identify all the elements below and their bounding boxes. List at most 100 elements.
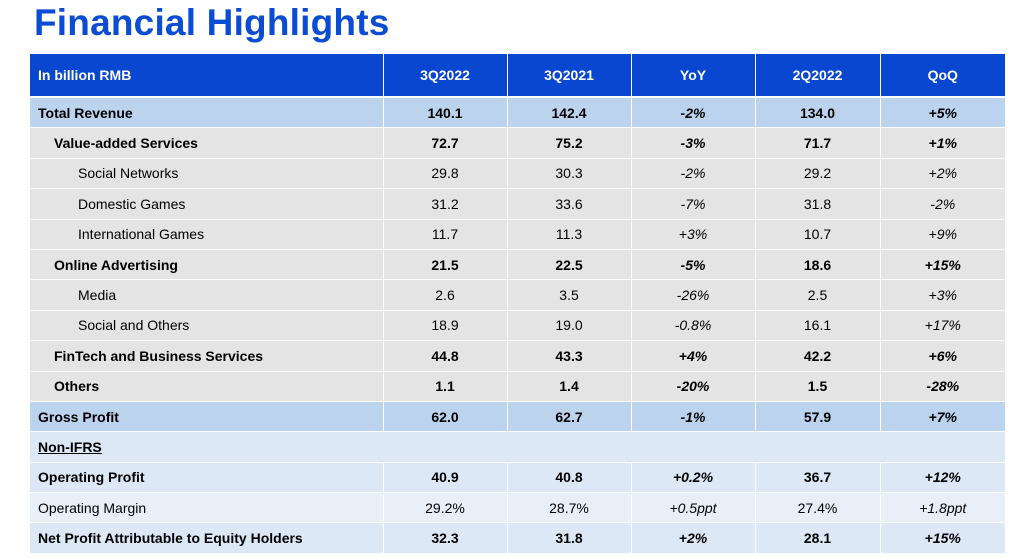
cell-qoq: -28%: [879, 371, 1005, 402]
row-international-games: International Games 11.7 11.3 +3% 10.7 +…: [30, 219, 1005, 250]
cell-2q2022: 36.7: [754, 462, 880, 494]
cell-3q2022: 21.5: [382, 249, 507, 281]
row-media: Media 2.6 3.5 -26% 2.5 +3%: [30, 279, 1005, 311]
cell-2q2022: 10.7: [754, 219, 880, 250]
cell-3q2021: 3.5: [506, 279, 631, 311]
row-domestic-games: Domestic Games 31.2 33.6 -7% 31.8 -2%: [30, 188, 1005, 220]
cell-3q2022: 11.7: [382, 219, 507, 250]
cell-2q2022: 27.4%: [754, 492, 880, 524]
cell-yoy: +3%: [630, 219, 755, 250]
cell-3q2021: 1.4: [506, 371, 631, 402]
section-heading-label: Non-IFRS: [38, 438, 102, 455]
row-social-networks: Social Networks 29.8 30.3 -2% 29.2 +2%: [30, 158, 1005, 190]
cell-2q2022: 2.5: [754, 279, 880, 311]
cell-qoq: +9%: [879, 219, 1005, 250]
row-online-advertising: Online Advertising 21.5 22.5 -5% 18.6 +1…: [30, 249, 1005, 281]
header-unit-label: In billion RMB: [30, 54, 383, 98]
cell-qoq: +1%: [879, 127, 1005, 159]
cell-3q2021: 40.8: [506, 462, 631, 494]
cell-yoy: -3%: [630, 127, 755, 159]
cell-2q2022: 57.9: [754, 401, 880, 433]
cell-2q2022: 29.2: [754, 158, 880, 190]
page-title: Financial Highlights: [34, 2, 390, 43]
cell-2q2022: 1.5: [754, 371, 880, 402]
cell-yoy: +0.2%: [630, 462, 755, 494]
cell-2q2022: 28.1: [754, 522, 880, 554]
row-label: Online Advertising: [30, 249, 383, 281]
row-label: Social and Others: [30, 310, 383, 342]
cell-3q2021: 11.3: [506, 219, 631, 250]
cell-yoy: -26%: [630, 279, 755, 311]
cell-3q2022: 32.3: [382, 522, 507, 554]
cell-qoq: +17%: [879, 310, 1005, 342]
cell-qoq: +6%: [879, 340, 1005, 372]
cell-qoq: +2%: [879, 158, 1005, 190]
cell-yoy: +0.5ppt: [630, 492, 755, 524]
cell-3q2022: 29.8: [382, 158, 507, 190]
row-gross-profit: Gross Profit 62.0 62.7 -1% 57.9 +7%: [30, 401, 1005, 433]
cell-3q2021: 75.2: [506, 127, 631, 159]
cell-3q2021: 22.5: [506, 249, 631, 281]
cell-3q2022: 31.2: [382, 188, 507, 220]
row-value-added-services: Value-added Services 72.7 75.2 -3% 71.7 …: [30, 127, 1005, 159]
header-yoy: YoY: [630, 54, 755, 98]
cell-qoq: +12%: [879, 462, 1005, 494]
cell-qoq: +15%: [879, 522, 1005, 554]
row-label: Operating Margin: [30, 492, 383, 524]
cell-2q2022: 18.6: [754, 249, 880, 281]
cell-3q2021: 31.8: [506, 522, 631, 554]
cell-yoy: +2%: [630, 522, 755, 554]
cell-3q2021: 142.4: [506, 97, 631, 129]
cell-qoq: +3%: [879, 279, 1005, 311]
row-label: International Games: [30, 219, 383, 250]
header-2q2022: 2Q2022: [754, 54, 880, 98]
cell-3q2022: 1.1: [382, 371, 507, 402]
cell-yoy: +4%: [630, 340, 755, 372]
row-label: Value-added Services: [30, 127, 383, 159]
cell-yoy: -2%: [630, 158, 755, 190]
cell-qoq: +1.8ppt: [879, 492, 1005, 524]
cell-3q2021: 33.6: [506, 188, 631, 220]
row-label: Others: [30, 371, 383, 402]
cell-2q2022: 71.7: [754, 127, 880, 159]
header-3q2022: 3Q2022: [382, 54, 507, 98]
row-operating-profit: Operating Profit 40.9 40.8 +0.2% 36.7 +1…: [30, 462, 1005, 494]
row-others: Others 1.1 1.4 -20% 1.5 -28%: [30, 371, 1005, 402]
cell-3q2022: 40.9: [382, 462, 507, 494]
cell-3q2022: 140.1: [382, 97, 507, 129]
cell-2q2022: 31.8: [754, 188, 880, 220]
row-total-revenue: Total Revenue 140.1 142.4 -2% 134.0 +5%: [30, 97, 1005, 129]
row-label: FinTech and Business Services: [30, 340, 383, 372]
row-net-profit: Net Profit Attributable to Equity Holder…: [30, 522, 1005, 554]
header-qoq: QoQ: [879, 54, 1005, 98]
cell-3q2022: 72.7: [382, 127, 507, 159]
header-3q2021: 3Q2021: [506, 54, 631, 98]
cell-3q2021: 43.3: [506, 340, 631, 372]
cell-qoq: -2%: [879, 188, 1005, 220]
row-label: Media: [30, 279, 383, 311]
cell-yoy: -0.8%: [630, 310, 755, 342]
cell-yoy: -5%: [630, 249, 755, 281]
row-fintech-business-services: FinTech and Business Services 44.8 43.3 …: [30, 340, 1005, 372]
table-header-row: In billion RMB 3Q2022 3Q2021 YoY 2Q2022 …: [30, 54, 1005, 98]
cell-3q2022: 2.6: [382, 279, 507, 311]
row-non-ifrs-heading: Non-IFRS: [30, 431, 1005, 463]
cell-qoq: +15%: [879, 249, 1005, 281]
cell-3q2021: 19.0: [506, 310, 631, 342]
section-heading: Non-IFRS: [30, 431, 1005, 463]
row-label: Operating Profit: [30, 462, 383, 494]
cell-yoy: -2%: [630, 97, 755, 129]
row-label: Net Profit Attributable to Equity Holder…: [30, 522, 383, 554]
cell-2q2022: 134.0: [754, 97, 880, 129]
cell-3q2021: 28.7%: [506, 492, 631, 524]
cell-3q2021: 62.7: [506, 401, 631, 433]
row-label: Domestic Games: [30, 188, 383, 220]
cell-3q2022: 18.9: [382, 310, 507, 342]
row-operating-margin: Operating Margin 29.2% 28.7% +0.5ppt 27.…: [30, 492, 1005, 524]
cell-yoy: -7%: [630, 188, 755, 220]
cell-3q2021: 30.3: [506, 158, 631, 190]
cell-3q2022: 29.2%: [382, 492, 507, 524]
cell-yoy: -1%: [630, 401, 755, 433]
row-social-and-others: Social and Others 18.9 19.0 -0.8% 16.1 +…: [30, 310, 1005, 342]
cell-2q2022: 16.1: [754, 310, 880, 342]
